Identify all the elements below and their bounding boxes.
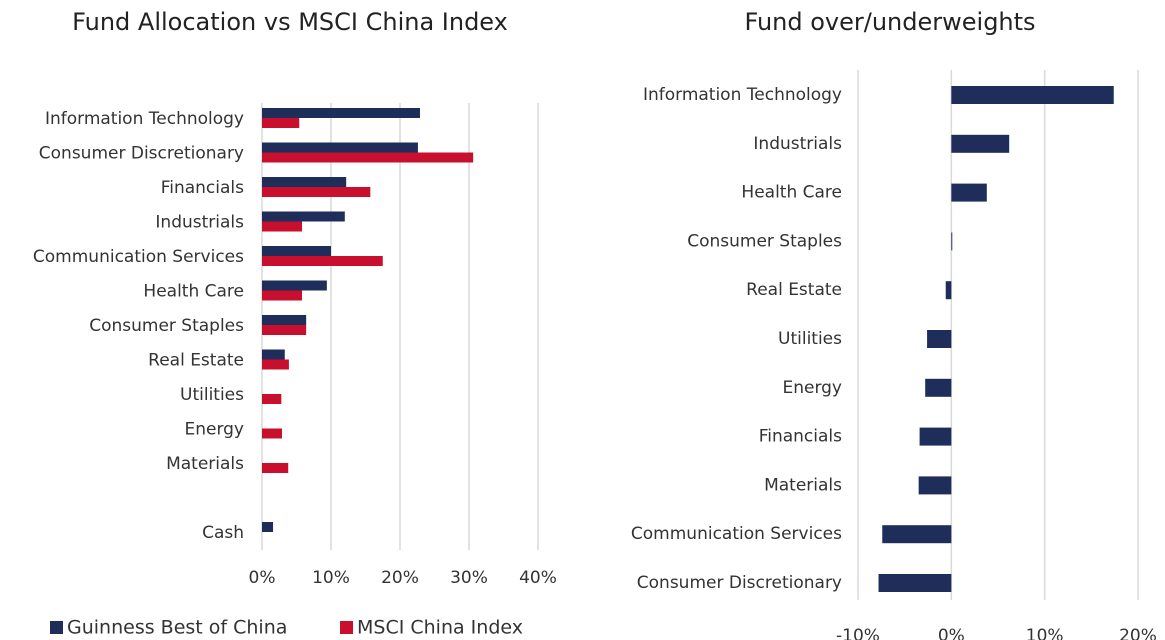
bar [918,476,952,495]
x-tick-label: 0% [249,568,276,588]
y-tick-label: Industrials [753,134,842,154]
bar [262,463,289,473]
y-tick-label: Communication Services [631,524,842,544]
bar [262,211,345,222]
bar [951,232,953,251]
chart-title: Fund over/underweights [744,8,1036,36]
bar [262,187,371,197]
y-tick-label: Financials [759,427,842,447]
y-tick-label: Utilities [778,329,842,349]
bar [262,349,285,360]
x-tick-label: 30% [450,568,488,588]
bar [262,246,331,256]
bar [945,281,952,300]
bar [951,134,1010,153]
y-tick-label: Health Care [741,183,842,203]
y-tick-label: Consumer Discretionary [637,573,842,593]
y-tick-label: Consumer Staples [89,316,244,336]
y-tick-label: Cash [202,523,244,543]
y-tick-label: Utilities [180,385,244,405]
x-tick-label: 10% [1026,626,1064,640]
bar [262,522,274,532]
y-tick-label: Information Technology [643,85,842,105]
bar [919,427,952,446]
bar [951,183,987,202]
bar [878,574,952,592]
bar [951,86,1114,104]
y-tick-label: Real Estate [746,280,842,300]
y-tick-label: Consumer Staples [687,231,842,251]
y-tick-label: Health Care [143,282,244,302]
bar [262,325,307,335]
legend-label: MSCI China Index [357,617,523,639]
x-tick-label: 40% [519,568,557,588]
y-tick-label: Materials [764,475,842,495]
x-tick-label: 10% [312,568,350,588]
bar [262,221,303,232]
bar [262,118,300,128]
legend-label: Guinness Best of China [67,617,287,639]
y-tick-label: Energy [184,420,244,440]
y-tick-label: Communication Services [33,247,244,267]
chart-title: Fund Allocation vs MSCI China Index [72,8,508,36]
legend-swatch [50,621,63,634]
y-tick-label: Materials [166,454,244,474]
bar [262,177,347,187]
bar [262,142,418,153]
y-tick-label: Energy [782,378,842,398]
bar [882,525,952,544]
y-tick-label: Financials [161,178,244,198]
x-tick-label: -10% [836,626,880,640]
y-tick-label: Consumer Discretionary [39,144,244,164]
bar [262,152,474,163]
y-tick-label: Information Technology [45,109,244,129]
bar [262,256,383,266]
bar [262,280,327,291]
bar [262,290,303,301]
bar [262,428,283,439]
y-tick-label: Real Estate [148,351,244,371]
bar [262,359,289,370]
y-tick-label: Industrials [155,213,244,233]
x-tick-label: 20% [381,568,419,588]
bar [927,330,952,348]
x-tick-label: 20% [1119,626,1157,640]
legend-swatch [340,621,353,634]
bar [262,315,307,325]
bar [262,108,421,118]
bar [925,378,952,397]
bar [262,394,282,404]
x-tick-label: 0% [938,626,965,640]
